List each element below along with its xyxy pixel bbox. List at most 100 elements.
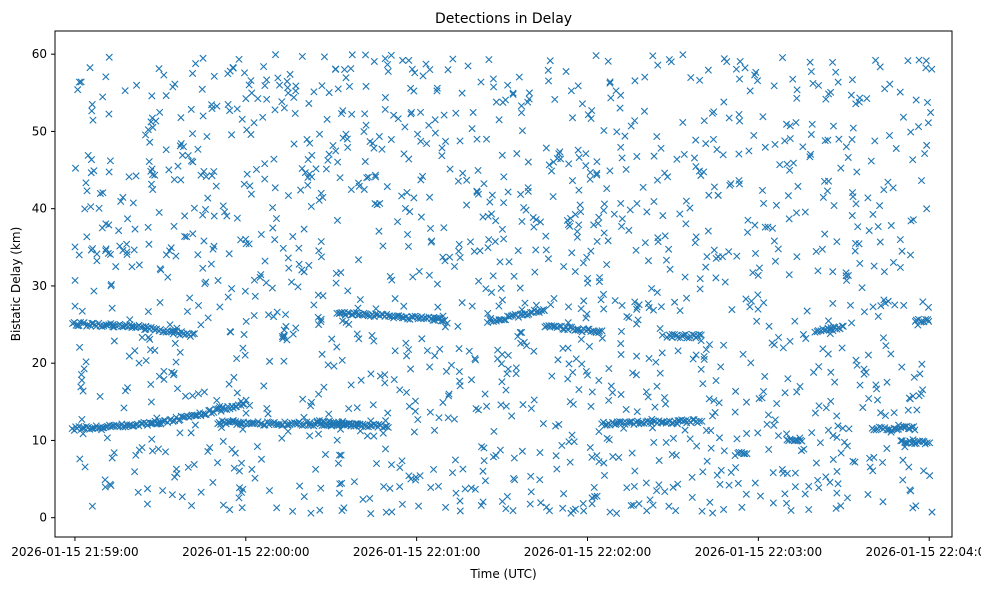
data-point <box>148 435 156 443</box>
data-point <box>379 424 387 432</box>
data-point <box>660 394 669 402</box>
data-point <box>364 312 372 320</box>
data-point <box>605 396 613 405</box>
data-point <box>692 136 700 144</box>
data-point <box>194 145 202 153</box>
data-point <box>317 237 325 246</box>
data-point <box>219 437 227 445</box>
data-point <box>902 439 910 447</box>
data-point <box>674 333 682 342</box>
data-point <box>898 247 906 255</box>
data-point <box>166 321 174 329</box>
data-point <box>774 333 783 342</box>
data-point <box>162 251 171 259</box>
data-point <box>317 189 325 197</box>
data-point <box>593 169 601 177</box>
data-point <box>269 203 277 212</box>
data-point <box>226 107 234 115</box>
data-point <box>779 344 787 352</box>
data-point <box>407 110 415 118</box>
data-point <box>361 110 369 118</box>
data-point <box>566 458 574 466</box>
data-point <box>760 299 768 307</box>
data-point <box>626 206 634 214</box>
data-point <box>411 69 419 77</box>
data-point <box>384 67 392 75</box>
data-point <box>554 356 562 364</box>
data-point <box>304 181 312 189</box>
data-point <box>650 438 658 447</box>
data-point <box>900 301 908 309</box>
data-point <box>245 240 253 248</box>
data-point <box>90 287 98 295</box>
data-point <box>538 306 546 315</box>
data-point <box>921 440 929 448</box>
data-point <box>500 173 508 181</box>
data-point <box>456 382 464 390</box>
data-point <box>525 89 534 97</box>
data-point <box>354 304 362 312</box>
data-point <box>426 363 434 371</box>
y-tick-label: 20 <box>32 356 47 370</box>
data-point <box>431 129 439 137</box>
data-point <box>210 212 218 220</box>
data-point <box>452 489 460 497</box>
data-point <box>505 313 513 321</box>
data-point <box>555 150 563 158</box>
data-point <box>751 221 759 229</box>
data-point <box>679 331 688 339</box>
data-point <box>239 344 247 352</box>
y-tick-label: 50 <box>32 124 47 138</box>
data-point <box>110 449 118 457</box>
data-point <box>907 487 915 495</box>
data-point <box>409 273 417 281</box>
data-point <box>259 62 268 71</box>
data-point <box>88 107 96 115</box>
data-point <box>650 152 658 160</box>
data-point <box>401 204 410 213</box>
data-point <box>754 429 762 437</box>
data-point <box>633 152 641 161</box>
data-point <box>735 176 743 185</box>
data-point <box>812 247 820 256</box>
data-point <box>896 236 904 244</box>
data-point <box>362 121 370 129</box>
data-point <box>818 245 826 253</box>
data-point <box>689 355 697 363</box>
data-point <box>290 140 298 148</box>
data-point <box>876 202 884 210</box>
data-point <box>742 295 750 303</box>
data-point <box>390 375 398 384</box>
chart-title: Detections in Delay <box>435 11 572 27</box>
data-point <box>649 417 657 425</box>
data-point <box>386 484 394 492</box>
data-point <box>100 424 108 432</box>
data-point <box>889 258 898 267</box>
data-point <box>262 279 270 287</box>
data-point <box>298 421 306 429</box>
data-point <box>785 271 793 279</box>
data-point <box>697 331 705 339</box>
data-point <box>556 148 564 156</box>
data-point <box>425 121 433 129</box>
data-point <box>245 401 254 410</box>
data-point <box>128 263 136 271</box>
data-point <box>387 461 396 469</box>
data-point <box>144 333 153 341</box>
data-point <box>662 256 671 264</box>
data-point <box>523 311 531 319</box>
data-point <box>765 445 773 453</box>
data-point <box>155 419 163 428</box>
data-point <box>753 317 761 325</box>
data-point <box>595 458 603 466</box>
data-point <box>159 487 167 495</box>
data-point <box>391 295 399 303</box>
data-point <box>869 467 877 475</box>
data-point <box>643 208 651 216</box>
data-point <box>84 151 92 159</box>
data-point <box>406 208 414 216</box>
data-point <box>794 182 802 190</box>
data-point <box>557 155 565 163</box>
data-point <box>617 350 625 359</box>
data-point <box>78 424 86 432</box>
